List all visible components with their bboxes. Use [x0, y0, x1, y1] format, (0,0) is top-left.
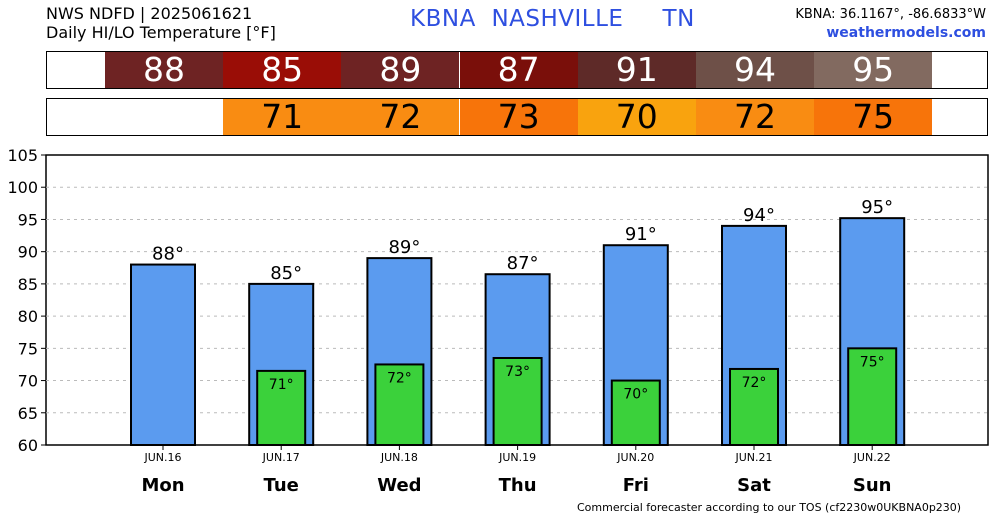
date-label: JUN.19: [498, 451, 536, 464]
site-link[interactable]: weathermodels.com: [826, 25, 986, 41]
station-id: KBNA: [410, 6, 476, 32]
hi-cell: 94: [696, 52, 814, 88]
header-right: KBNA: 36.1167°, -86.6833°W weathermodels…: [795, 5, 986, 43]
lo-cell: 73: [459, 99, 578, 135]
hi-bar-label: 87°: [507, 253, 539, 274]
day-label: Sat: [737, 475, 771, 496]
y-tick-label: 95: [18, 210, 38, 229]
footer-note: Commercial forecaster according to our T…: [577, 501, 962, 514]
lo-cell: 72: [341, 99, 460, 135]
hi-cell: 95: [814, 52, 933, 88]
hi-cell: 91: [577, 52, 696, 88]
hi-cell: 85: [223, 52, 342, 88]
y-tick-label: 65: [18, 404, 38, 423]
y-tick-label: 105: [7, 146, 38, 165]
lo-bar: [610, 379, 661, 446]
lo-cell: 72: [696, 99, 814, 135]
date-label: JUN.17: [262, 451, 300, 464]
hi-bar-label: 91°: [625, 224, 657, 245]
lo-bar-label: 71°: [269, 377, 294, 393]
hi-band: 88 85 89 87 91 94 95: [46, 51, 988, 89]
product-line: Daily HI/LO Temperature [°F]: [46, 23, 276, 42]
day-label: Wed: [377, 475, 421, 496]
station-coords: KBNA: 36.1167°, -86.6833°W: [795, 7, 986, 22]
lo-cell: 71: [223, 99, 342, 135]
header-left: NWS NDFD | 2025061621 Daily HI/LO Temper…: [46, 4, 276, 42]
city-name: NASHVILLE: [491, 6, 624, 32]
day-label: Mon: [141, 475, 184, 496]
lo-bar-label: 72°: [387, 370, 412, 386]
lo-cell: 70: [577, 99, 696, 135]
day-label: Thu: [499, 475, 537, 496]
date-label: JUN.16: [143, 451, 181, 464]
lo-cell: 75: [814, 99, 933, 135]
day-label: Tue: [264, 475, 299, 496]
lo-band: 71 72 73 70 72 75: [46, 98, 988, 136]
hi-bar-label: 95°: [861, 197, 893, 218]
y-tick-label: 75: [18, 339, 38, 358]
hi-bar-label: 89°: [388, 237, 420, 258]
date-label: JUN.21: [734, 451, 772, 464]
hi-cell: 87: [459, 52, 578, 88]
date-label: JUN.18: [380, 451, 418, 464]
date-label: JUN.22: [853, 451, 891, 464]
hi-cell: 89: [341, 52, 460, 88]
lo-bar-label: 70°: [623, 387, 648, 403]
date-label: JUN.20: [616, 451, 654, 464]
hi-bar-label: 94°: [743, 205, 775, 226]
y-tick-label: 100: [7, 178, 38, 197]
y-tick-label: 90: [18, 243, 38, 262]
day-label: Fri: [623, 475, 649, 496]
lo-bar: [729, 367, 779, 447]
hi-bar: [130, 263, 196, 446]
source-line: NWS NDFD | 2025061621: [46, 4, 253, 23]
y-tick-label: 85: [18, 275, 38, 294]
state-code: TN: [662, 6, 695, 32]
lo-cell: [105, 99, 223, 135]
location-title: KBNA NASHVILLE TN: [410, 6, 695, 32]
lo-bar: [374, 363, 425, 447]
hi-bar-label: 85°: [270, 263, 302, 284]
hi-cell: 88: [105, 52, 223, 88]
y-tick-label: 70: [18, 372, 38, 391]
y-tick-label: 80: [18, 307, 38, 326]
hi-bar-label: 88°: [152, 244, 184, 265]
lo-bar-label: 75°: [860, 354, 885, 370]
y-tick-label: 60: [18, 436, 38, 455]
lo-bar-label: 73°: [505, 364, 530, 380]
day-label: Sun: [853, 475, 892, 496]
lo-bar-label: 72°: [742, 375, 767, 391]
